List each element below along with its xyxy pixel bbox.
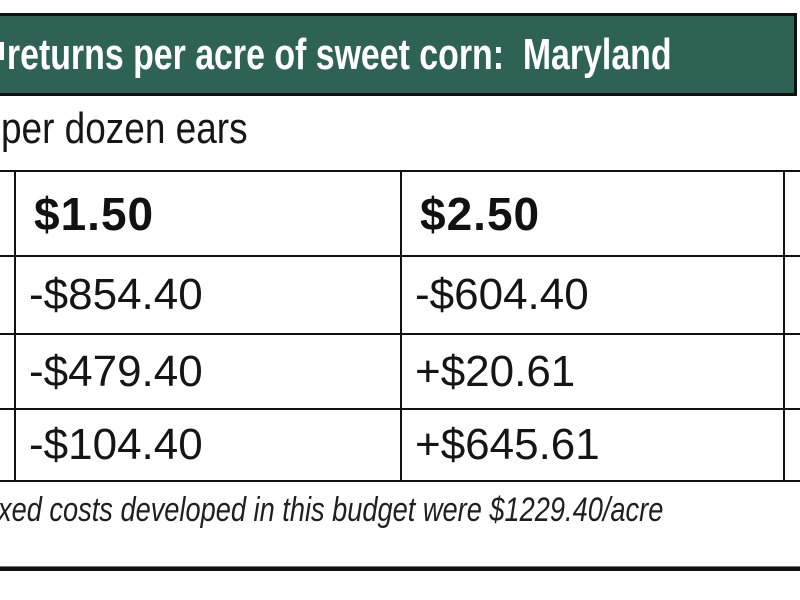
page-title: returns per acre of sweet corn: Maryland bbox=[6, 29, 672, 79]
title-bar: returns per acre of sweet corn: Maryland bbox=[0, 13, 797, 96]
header-cell-price-1: $1.50 bbox=[16, 172, 402, 255]
table-row: -$854.40 -$604.40 bbox=[0, 257, 800, 335]
right-column-sliver bbox=[785, 172, 800, 255]
right-column-sliver bbox=[785, 335, 800, 408]
table-row: -$104.40 +$645.61 bbox=[0, 410, 800, 482]
cropped-letter-fragment bbox=[0, 42, 4, 60]
footnote-fixed-costs: xed costs developed in this budget were … bbox=[0, 491, 664, 529]
left-column-sliver bbox=[0, 257, 16, 333]
table-row: -$479.40 +$20.61 bbox=[0, 335, 800, 410]
data-cell: -$604.40 bbox=[402, 257, 785, 333]
returns-table: $1.50 $2.50 -$854.40 -$604.40 -$479.40 +… bbox=[0, 170, 800, 482]
left-column-sliver bbox=[0, 172, 16, 255]
data-cell: -$479.40 bbox=[16, 335, 402, 408]
header-cell-price-2: $2.50 bbox=[402, 172, 785, 255]
data-cell: -$854.40 bbox=[16, 257, 402, 333]
table-header-row: $1.50 $2.50 bbox=[0, 172, 800, 257]
left-column-sliver bbox=[0, 410, 16, 480]
data-cell: +$645.61 bbox=[402, 410, 785, 480]
right-column-sliver bbox=[785, 257, 800, 333]
data-cell: +$20.61 bbox=[402, 335, 785, 408]
data-cell: -$104.40 bbox=[16, 410, 402, 480]
right-column-sliver bbox=[785, 410, 800, 480]
subtitle-price-per-dozen: per dozen ears bbox=[1, 104, 248, 153]
left-column-sliver bbox=[0, 335, 16, 408]
bottom-divider bbox=[0, 566, 800, 571]
